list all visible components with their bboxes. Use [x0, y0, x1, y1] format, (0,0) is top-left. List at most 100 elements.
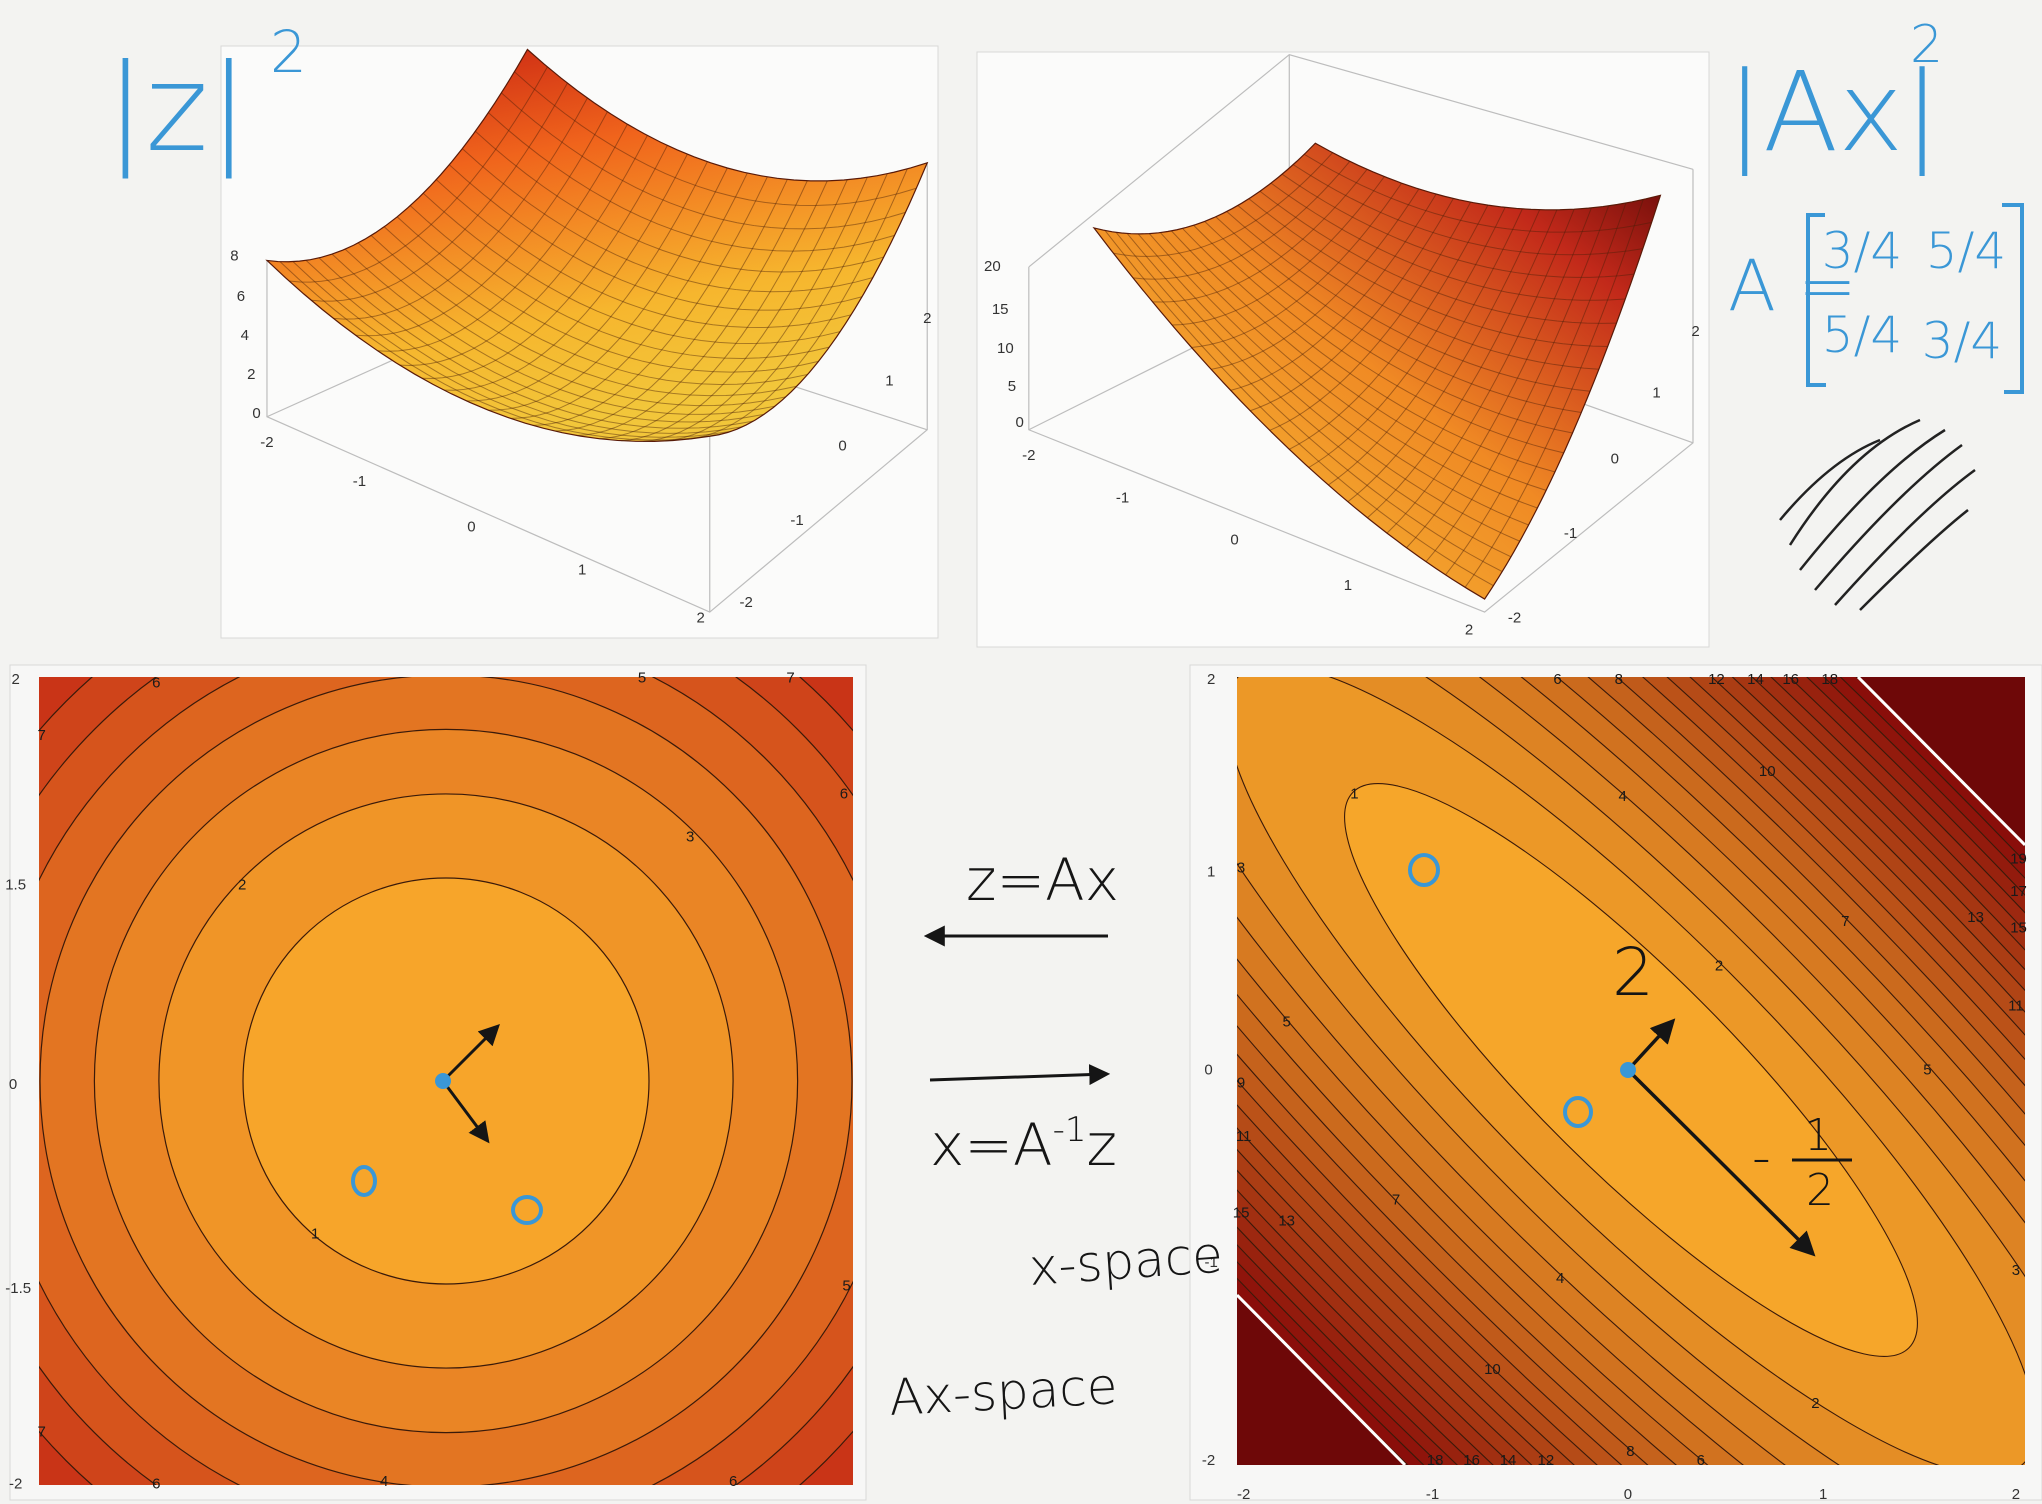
y-tick-label: 1 — [1207, 864, 1215, 881]
surface-mesh — [488, 167, 728, 411]
contour-label: 6 — [729, 1473, 737, 1490]
x-tick-label: -1 — [1116, 490, 1129, 507]
y-tick-label: 0 — [1204, 1061, 1212, 1078]
y-tick-label: -2 — [9, 1476, 22, 1493]
sketch-line — [1779, 438, 1881, 521]
norm-label: |z| — [105, 40, 249, 179]
eigenvalue-sign: - — [1752, 1128, 1771, 1188]
contour-label: 4 — [1556, 1270, 1564, 1287]
z-tick-label: 4 — [241, 327, 249, 344]
y-tick-label: -1.5 — [5, 1280, 31, 1297]
vector — [1626, 1068, 1816, 1257]
surface-mesh — [554, 179, 788, 432]
surface-mesh — [1171, 230, 1547, 491]
x-tick-label: -2 — [1022, 447, 1035, 464]
surface-mesh — [1464, 199, 1644, 588]
contour-label: 6 — [840, 785, 848, 802]
surface-mesh — [1104, 230, 1494, 587]
z-tick-label: 15 — [992, 301, 1009, 318]
surface-mesh — [466, 161, 708, 402]
contour-label: 14 — [1500, 1452, 1517, 1469]
x-tick-label: -2 — [260, 434, 273, 451]
contour-label: 2 — [238, 877, 246, 894]
contour-label: 9 — [1237, 1074, 1245, 1091]
y-tick-label: -2 — [1202, 1452, 1215, 1469]
y-tick-label: 2 — [1691, 323, 1699, 340]
surface-mesh — [1386, 208, 1575, 534]
z-tick-label: 0 — [1016, 414, 1024, 431]
y-tick-label: 0 — [1611, 451, 1619, 468]
z-tick-label: 5 — [1008, 378, 1016, 395]
x-tick-label: 0 — [1230, 531, 1238, 548]
y-tick-label: 1.5 — [5, 877, 26, 894]
contour-label: 15 — [2010, 920, 2027, 937]
contour-label: 10 — [1484, 1361, 1501, 1378]
surface-mesh — [475, 130, 884, 273]
contour-label: 7 — [1841, 913, 1849, 930]
sketch-line — [1814, 443, 1963, 591]
sketch-line — [1859, 509, 1969, 611]
contour-label: 6 — [152, 675, 160, 692]
point-marker — [351, 1165, 377, 1197]
contour-label: 5 — [1923, 1061, 1931, 1078]
surface-mesh — [665, 173, 888, 442]
inverse-rhs: z — [1087, 1111, 1117, 1179]
surface-mesh — [1193, 224, 1564, 454]
x-tick-label: 1 — [1819, 1486, 1827, 1503]
norm-exponent: 2 — [270, 18, 307, 86]
surface-mesh — [377, 123, 628, 352]
surface-mesh — [357, 242, 786, 407]
eigenvalue-numerator: 1 — [1804, 1110, 1832, 1161]
x-tick-label: 1 — [1344, 577, 1352, 594]
x-tick-label: 2 — [696, 610, 704, 627]
surface-mesh — [1259, 190, 1617, 324]
surface-mesh — [488, 112, 895, 252]
contour-label: 7 — [38, 727, 46, 744]
contour-label: 6 — [1553, 671, 1561, 688]
contour-label: 1 — [1350, 785, 1358, 802]
norm-exponent: 2 — [1910, 15, 1943, 75]
surface-mesh — [1347, 209, 1541, 503]
contour-label: 10 — [1759, 763, 1776, 780]
surface — [1092, 142, 1662, 600]
surface-mesh — [318, 257, 754, 429]
surface-mesh — [1215, 216, 1582, 413]
sketch-line — [1799, 428, 1946, 571]
surface-mesh — [279, 261, 721, 441]
surface-mesh — [305, 259, 743, 434]
sketch-line — [1788, 418, 1921, 546]
surface-mesh — [510, 172, 748, 419]
surface-mesh — [1115, 232, 1503, 573]
point-marker — [511, 1195, 543, 1225]
contour-label: 4 — [1618, 788, 1626, 805]
surface-mesh — [1226, 211, 1591, 392]
contour-label: 5 — [842, 1278, 850, 1295]
arrow — [929, 1064, 1111, 1086]
contour-label: 7 — [786, 669, 794, 686]
surface-mesh — [1303, 153, 1652, 233]
region-boundary — [1856, 677, 2025, 847]
surface-mesh — [1425, 205, 1610, 562]
surface-mesh — [1445, 202, 1627, 576]
contour-label: 17 — [2010, 883, 2027, 900]
origin-dot — [1620, 1062, 1636, 1078]
surface-mesh — [422, 192, 841, 345]
matrix-lhs: A = — [1728, 245, 1857, 327]
x-tick-label: 2 — [1465, 621, 1473, 638]
inverse-lhs: x=A — [930, 1111, 1053, 1179]
surface-mesh — [1148, 233, 1529, 526]
x-tick-label: -2 — [1237, 1486, 1250, 1503]
contour-label: 3 — [1237, 860, 1245, 877]
surface-mesh — [435, 179, 852, 328]
contour-label: 7 — [38, 1423, 46, 1440]
region-boundary — [1237, 1293, 1407, 1465]
y-tick-label: -1 — [1564, 525, 1577, 542]
contour-label: 16 — [1463, 1452, 1480, 1469]
surface-mesh — [621, 179, 848, 442]
surface-mesh — [331, 253, 765, 423]
contour-label: 15 — [1233, 1205, 1250, 1222]
matrix-bracket — [2002, 203, 2024, 394]
surface-mesh — [1270, 182, 1626, 301]
surface-mesh — [383, 226, 808, 385]
contour-label: 11 — [2008, 998, 2024, 1015]
